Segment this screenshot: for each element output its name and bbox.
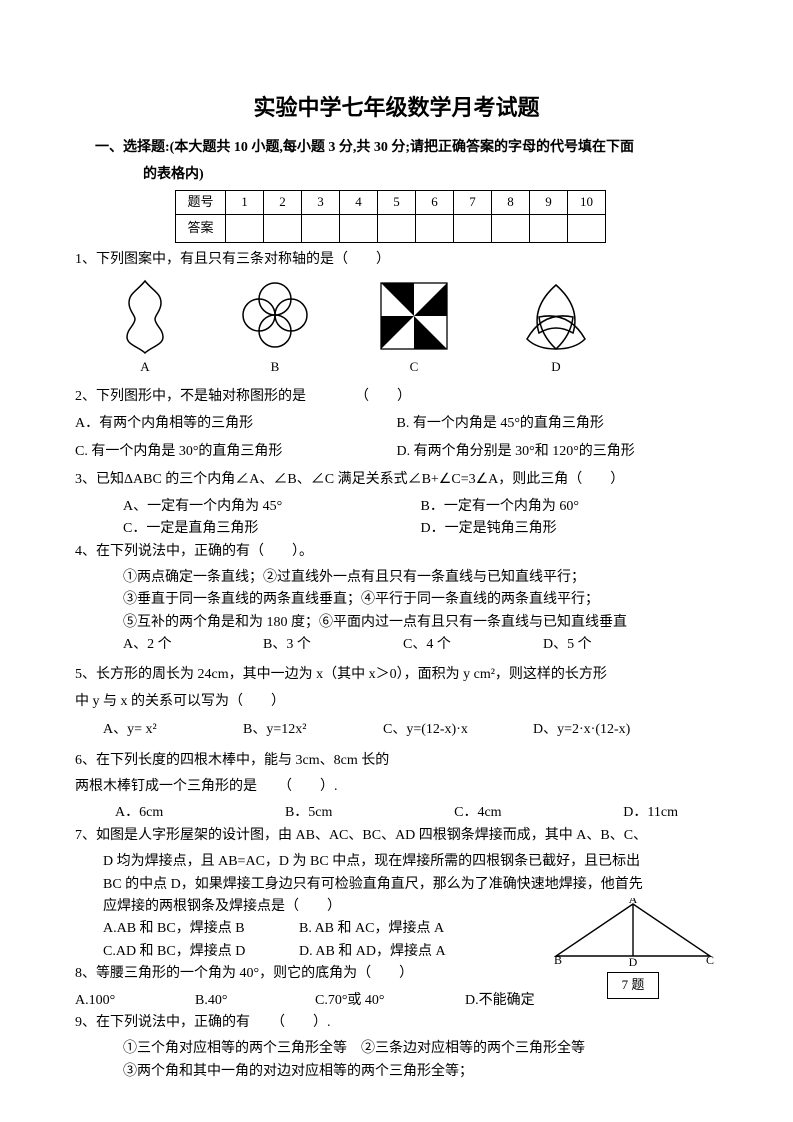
q6-stem2: 两根木棒钉成一个三角形的是 （ ）.: [75, 776, 718, 798]
q1-label-a: A: [140, 359, 149, 374]
q4-stem: 4、在下列说法中，正确的有（ ）。: [75, 541, 718, 563]
q1-figure-a: A: [115, 277, 175, 378]
q1-label-b: B: [271, 359, 280, 374]
answer-table: 题号 1 2 3 4 5 6 7 8 9 10 答案: [175, 190, 606, 243]
q7-stem1: 7、如图是人字形屋架的设计图，由 AB、AC、BC、AD 四根钢条焊接而成，其中…: [75, 825, 718, 847]
table-ans-cell: [264, 214, 302, 242]
q3-opt-b: B．一定有一个内角为 60°: [421, 496, 719, 518]
q3-opt-c: C．一定是直角三角形: [123, 518, 421, 540]
table-ans-cell: [568, 214, 606, 242]
q5-opt-c: C、y=(12-x)·x: [383, 719, 533, 741]
q2-stem: 2、下列图形中，不是轴对称图形的是 （ ）: [75, 386, 718, 408]
table-ans-cell: [302, 214, 340, 242]
q1-label-c: C: [410, 359, 419, 374]
table-ans-cell: [454, 214, 492, 242]
q3-opt-d: D．一定是钝角三角形: [421, 518, 719, 540]
q6-opt-c: C．4cm: [454, 802, 501, 824]
table-label-ans: 答案: [176, 214, 226, 242]
q8-opt-b: B.40°: [195, 990, 315, 1012]
q4-line2: ③垂直于同一条直线的两条直线垂直；④平行于同一条直线的两条直线平行；: [75, 589, 718, 611]
q3-stem: 3、已知ΔABC 的三个内角∠A、∠B、∠C 满足关系式∠B+∠C=3∠A，则此…: [75, 469, 718, 491]
table-num: 10: [568, 190, 606, 214]
table-label-num: 题号: [176, 190, 226, 214]
q7-opt-b: B. AB 和 AC，焊接点 A: [299, 918, 495, 940]
table-num: 3: [302, 190, 340, 214]
q5-opt-d: D、y=2·x·(12-x): [533, 719, 693, 741]
q5-opt-b: B、y=12x²: [243, 719, 383, 741]
triangle-icon: A B C D: [548, 898, 718, 968]
svg-text:D: D: [629, 955, 638, 968]
page-title: 实验中学七年级数学月考试题: [75, 90, 718, 125]
q4-opt-d: D、5 个: [543, 634, 683, 656]
q1-stem: 1、下列图案中，有且只有三条对称轴的是（ ）: [75, 249, 718, 271]
svg-text:B: B: [554, 953, 562, 967]
section1-head-line1: 一、选择题:(本大题共 10 小题,每小题 3 分,共 30 分;请把正确答案的…: [75, 137, 718, 159]
q4-opt-c: C、4 个: [403, 634, 543, 656]
q2-opt-d: D. 有两个角分别是 30°和 120°的三角形: [397, 441, 719, 463]
q4-opt-b: B、3 个: [263, 634, 403, 656]
table-num: 4: [340, 190, 378, 214]
table-num: 9: [530, 190, 568, 214]
table-ans-cell: [530, 214, 568, 242]
q6-opt-a: A．6cm: [115, 802, 163, 824]
q6-opt-b: B．5cm: [285, 802, 332, 824]
q7-opt-d: D. AB 和 AD，焊接点 A: [299, 941, 495, 963]
pinwheel-icon: [375, 277, 453, 355]
q2-opt-c: C. 有一个内角是 30°的直角三角形: [75, 441, 397, 463]
onion-shape-icon: [115, 277, 175, 355]
q3-opt-a: A、一定有一个内角为 45°: [123, 496, 421, 518]
table-ans-cell: [416, 214, 454, 242]
q2-opt-b: B. 有一个内角是 45°的直角三角形: [397, 413, 719, 435]
q1-figures: A B C D: [115, 277, 718, 378]
q9-line2: ③两个角和其中一角的对边对应相等的两个三角形全等；: [75, 1061, 718, 1083]
q7-stem3: BC 的中点 D，如果焊接工身边只有可检验直角直尺，那么为了准确快速地焊接，他首…: [75, 874, 718, 896]
q8-opt-a: A.100°: [75, 990, 195, 1012]
q7-stem2: D 均为焊接点，且 AB=AC，D 为 BC 中点，现在焊接所需的四根钢条已截好…: [75, 851, 718, 873]
q5-opt-a: A、y= x²: [103, 719, 243, 741]
table-num: 5: [378, 190, 416, 214]
section1-head-line2: 的表格内): [75, 164, 718, 186]
q7-opt-a: A.AB 和 BC，焊接点 B: [103, 918, 299, 940]
q5-stem2: 中 y 与 x 的关系可以写为（ ）: [75, 691, 718, 713]
q5-stem1: 5、长方形的周长为 24cm，其中一边为 x（其中 x＞0），面积为 y cm²…: [75, 664, 718, 686]
flower-icon: [235, 277, 315, 355]
table-num: 8: [492, 190, 530, 214]
q1-label-d: D: [551, 359, 560, 374]
table-num: 2: [264, 190, 302, 214]
table-num: 6: [416, 190, 454, 214]
q7-figure: A B C D 7 题: [548, 898, 718, 999]
q9-line1: ①三个角对应相等的两个三角形全等 ②三条边对应相等的两个三角形全等: [75, 1038, 718, 1060]
svg-text:A: A: [629, 898, 638, 906]
svg-text:C: C: [706, 953, 714, 967]
q4-line1: ①两点确定一条直线；②过直线外一点有且只有一条直线与已知直线平行；: [75, 567, 718, 589]
q1-figure-c: C: [375, 277, 453, 378]
q6-opt-d: D．11cm: [623, 802, 678, 824]
q8-opt-c: C.70°或 40°: [315, 990, 465, 1012]
table-ans-cell: [378, 214, 416, 242]
triquetra-icon: [513, 277, 599, 355]
q9-stem: 9、在下列说法中，正确的有 （ ）.: [75, 1012, 718, 1034]
table-num: 1: [226, 190, 264, 214]
table-ans-cell: [492, 214, 530, 242]
q4-line3: ⑤互补的两个角是和为 180 度；⑥平面内过一点有且只有一条直线与已知直线垂直: [75, 612, 718, 634]
table-num: 7: [454, 190, 492, 214]
q6-stem1: 6、在下列长度的四根木棒中，能与 3cm、8cm 长的: [75, 750, 718, 772]
table-ans-cell: [340, 214, 378, 242]
q7-opt-c: C.AD 和 BC，焊接点 D: [103, 941, 299, 963]
table-ans-cell: [226, 214, 264, 242]
q4-opt-a: A、2 个: [123, 634, 263, 656]
q7-figure-caption: 7 题: [607, 972, 660, 999]
q2-opt-a: A．有两个内角相等的三角形: [75, 413, 397, 435]
q1-figure-d: D: [513, 277, 599, 378]
q1-figure-b: B: [235, 277, 315, 378]
